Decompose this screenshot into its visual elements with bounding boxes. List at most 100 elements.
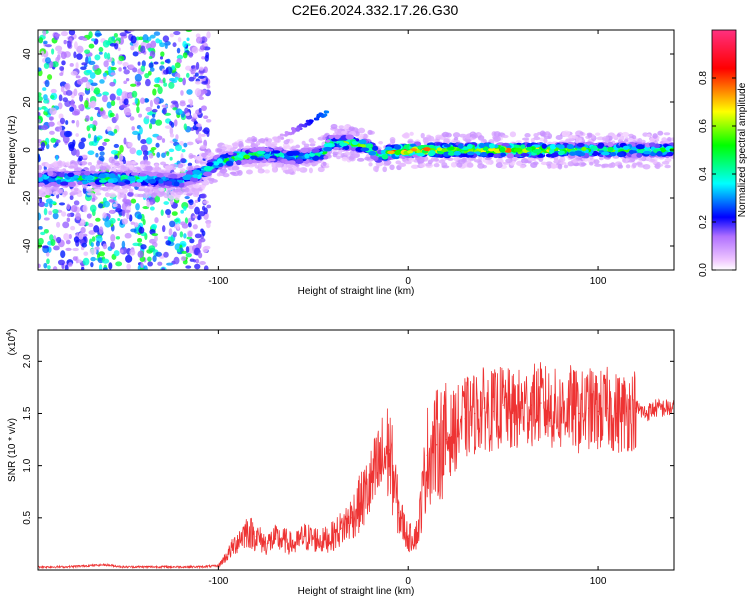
ridge-blob xyxy=(607,147,614,153)
noise-blob xyxy=(116,88,123,96)
noise-blob xyxy=(38,67,42,72)
noise-blob xyxy=(164,125,172,129)
noise-blob xyxy=(115,113,119,121)
ridge-blob xyxy=(295,158,304,164)
ridge-blob xyxy=(457,143,464,149)
noise-blob xyxy=(117,47,121,52)
noise-blob xyxy=(171,211,178,216)
noise-blob xyxy=(160,209,164,216)
noise-blob xyxy=(206,84,211,89)
noise-blob xyxy=(140,65,146,72)
noise-blob xyxy=(145,137,153,145)
noise-blob xyxy=(49,107,57,116)
halo-blob xyxy=(86,188,94,192)
halo-blob xyxy=(246,169,253,175)
ridge-blob xyxy=(343,145,350,151)
noise-blob xyxy=(94,32,103,37)
noise-blob xyxy=(44,202,49,208)
noise-blob xyxy=(143,98,150,103)
noise-blob xyxy=(91,236,96,242)
snr-point xyxy=(464,418,466,420)
noise-blob xyxy=(199,145,207,149)
noise-blob xyxy=(50,238,56,247)
noise-blob xyxy=(45,143,50,150)
noise-blob xyxy=(163,251,169,258)
noise-blob xyxy=(102,267,108,270)
ridge-blob xyxy=(147,178,157,184)
halo-blob xyxy=(608,163,614,169)
ridge-blob xyxy=(576,142,585,148)
halo-blob xyxy=(637,164,646,168)
noise-blob xyxy=(38,212,42,221)
noise-blob xyxy=(194,233,202,239)
noise-blob xyxy=(103,138,110,142)
halo-blob xyxy=(343,151,352,156)
halo-blob xyxy=(544,131,551,136)
noise-blob xyxy=(91,197,96,202)
noise-blob xyxy=(78,155,83,161)
halo-blob xyxy=(157,187,165,192)
snr-point xyxy=(654,407,656,409)
ridge-blob xyxy=(549,143,557,150)
noise-blob xyxy=(187,222,192,228)
noise-blob xyxy=(183,142,188,148)
spectrogram-x-tick-label: 100 xyxy=(590,276,607,287)
noise-blob xyxy=(38,154,41,162)
noise-blob xyxy=(78,92,85,97)
noise-blob xyxy=(70,225,76,231)
noise-blob xyxy=(60,85,65,93)
halo-blob xyxy=(201,180,210,186)
noise-blob xyxy=(104,219,112,228)
halo-blob xyxy=(285,138,291,142)
noise-blob xyxy=(200,105,207,111)
halo-blob xyxy=(251,138,257,143)
noise-blob xyxy=(135,202,140,211)
noise-blob xyxy=(73,88,78,97)
noise-blob xyxy=(83,251,89,256)
snr-point xyxy=(103,564,106,566)
ridge-blob xyxy=(520,144,526,149)
noise-blob xyxy=(127,192,134,197)
halo-blob xyxy=(441,131,450,138)
ridge-blob xyxy=(49,181,58,186)
noise-blob xyxy=(186,72,190,78)
noise-blob xyxy=(88,230,96,235)
noise-blob xyxy=(40,231,46,236)
noise-blob xyxy=(52,212,59,220)
noise-blob xyxy=(160,61,165,65)
noise-blob xyxy=(84,221,89,227)
noise-blob xyxy=(198,96,204,101)
halo-blob xyxy=(580,162,587,166)
halo-blob xyxy=(555,134,563,141)
colorbar-gradient xyxy=(711,29,737,271)
noise-blob xyxy=(137,250,144,258)
ridge-blob xyxy=(545,153,552,158)
noise-blob xyxy=(174,62,181,69)
noise-blob xyxy=(113,143,120,149)
halo-blob xyxy=(114,162,121,166)
ridge-blob xyxy=(81,180,89,185)
noise-blob xyxy=(202,246,209,253)
noise-blob xyxy=(91,100,97,107)
noise-blob xyxy=(65,239,71,245)
ridge-blob xyxy=(131,182,137,187)
halo-blob xyxy=(652,133,658,139)
noise-blob xyxy=(147,261,153,267)
noise-blob xyxy=(169,156,173,161)
noise-blob xyxy=(160,51,165,57)
halo-blob xyxy=(348,126,355,132)
ridge-blob xyxy=(513,147,523,153)
halo-blob xyxy=(336,155,341,160)
noise-blob xyxy=(198,75,205,79)
ridge-blob xyxy=(551,152,560,157)
ridge-blob xyxy=(506,153,514,159)
noise-blob xyxy=(145,106,152,112)
halo-blob xyxy=(663,132,671,136)
spectrogram-y-tick-label: -40 xyxy=(22,238,33,253)
noise-blob xyxy=(179,231,184,238)
noise-blob xyxy=(110,72,116,76)
halo-blob xyxy=(612,134,619,139)
halo-blob xyxy=(73,187,79,192)
noise-blob xyxy=(206,222,211,229)
snr-point xyxy=(540,402,542,404)
